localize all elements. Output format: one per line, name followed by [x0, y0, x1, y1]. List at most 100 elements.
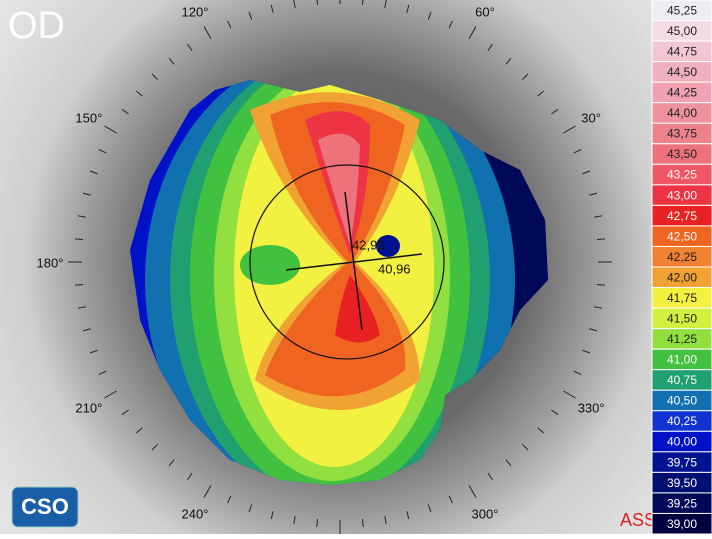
ring-tick	[89, 349, 98, 354]
ring-tick	[82, 328, 91, 332]
ring-tick	[203, 26, 212, 39]
ring-tick	[593, 306, 603, 309]
ring-tick	[316, 0, 319, 6]
ring-tick	[248, 504, 253, 513]
ring-tick	[522, 73, 529, 80]
logo-box	[11, 486, 79, 528]
ring-tick	[563, 125, 576, 134]
ring-tick	[270, 4, 274, 13]
flat-axis	[285, 253, 423, 271]
ring-tick	[384, 515, 387, 525]
scale-label: 40,00	[667, 435, 697, 449]
scale-label: 41,75	[667, 291, 697, 305]
scale-label: 39,25	[667, 496, 697, 510]
angle-label: 180°	[37, 255, 64, 270]
scale-label: 44,25	[667, 86, 697, 100]
ring-tick	[187, 473, 193, 481]
ring-tick	[563, 390, 576, 399]
scale-label: 39,50	[667, 476, 697, 490]
ring-tick	[551, 109, 559, 115]
angle-label: 30°	[581, 110, 601, 125]
ring-tick	[427, 11, 432, 20]
ring-tick	[406, 511, 410, 520]
ring-tick	[227, 20, 232, 29]
ring-tick	[77, 215, 87, 218]
scale-label: 41,25	[667, 332, 697, 346]
scale-label: 45,00	[667, 24, 697, 38]
scale-label: 45,25	[667, 3, 697, 17]
scale-label: 42,00	[667, 270, 697, 284]
ring-tick	[487, 473, 493, 481]
ring-tick	[293, 515, 296, 525]
scale-label: 43,75	[667, 127, 697, 141]
scale-label: 41,00	[667, 353, 697, 367]
mode-label: ASS	[620, 510, 656, 530]
steep-axis	[344, 191, 363, 331]
pupil-circle	[249, 164, 445, 360]
ring-tick	[551, 409, 559, 415]
ring-tick	[505, 459, 512, 467]
scale-label: 44,75	[667, 45, 697, 59]
ring-tick	[104, 390, 117, 399]
scale-label: 42,50	[667, 229, 697, 243]
scale-label: 44,50	[667, 65, 697, 79]
ring-tick	[582, 170, 591, 175]
ring-tick	[270, 511, 274, 520]
ring-tick	[448, 20, 453, 29]
angle-label: 120°	[182, 4, 209, 19]
ring-tick	[487, 43, 493, 51]
scale-label: 42,75	[667, 209, 697, 223]
ring-tick	[361, 0, 364, 6]
angle-label: 330°	[578, 400, 605, 415]
ring-tick	[582, 349, 591, 354]
flat-reading: 40,96	[378, 261, 411, 276]
ring-tick	[522, 444, 529, 451]
ring-tick	[596, 283, 606, 286]
ring-tick	[596, 238, 606, 241]
scale-label: 40,75	[667, 373, 697, 387]
ring-tick	[537, 427, 545, 434]
ring-tick	[589, 328, 598, 332]
ring-tick	[505, 57, 512, 65]
ring-tick	[77, 306, 87, 309]
steep-reading: 42,93	[352, 237, 385, 252]
scale-label: 44,00	[667, 106, 697, 120]
ring-tick	[74, 238, 84, 241]
logo: CSO	[21, 494, 69, 519]
ring-tick	[406, 4, 410, 13]
eye-label: OD	[8, 5, 65, 47]
scale-label: 43,25	[667, 168, 697, 182]
ring-tick	[121, 109, 129, 115]
ring-tick	[203, 485, 212, 498]
scale-label: 39,00	[667, 517, 697, 531]
angle-label: 210°	[75, 400, 102, 415]
ring-tick	[573, 370, 582, 375]
angle-ring: 120° 60° 150° 30° 180° 210° 330° 240° 300°	[37, 0, 612, 534]
ring-tick	[104, 125, 117, 134]
ring-tick	[573, 149, 582, 154]
ring-tick	[168, 57, 175, 65]
ring-tick	[427, 504, 432, 513]
ring-tick	[151, 444, 158, 451]
scale-label: 40,50	[667, 394, 697, 408]
ring-tick	[98, 370, 107, 375]
scale-label: 41,50	[667, 312, 697, 326]
ring-tick	[537, 90, 545, 97]
angle-label: 240°	[182, 507, 209, 522]
ring-tick	[187, 43, 193, 51]
ring-tick	[448, 495, 453, 504]
scale-label: 43,00	[667, 188, 697, 202]
ring-tick	[248, 11, 253, 20]
scale-label: 39,75	[667, 455, 697, 469]
ring-tick	[293, 0, 296, 9]
ring-tick	[589, 192, 598, 196]
scale-label: 42,25	[667, 250, 697, 264]
scale-label: 40,25	[667, 414, 697, 428]
ring-tick	[168, 459, 175, 467]
ring-tick	[361, 518, 364, 528]
ring-tick	[135, 427, 143, 434]
ring-tick	[74, 283, 84, 286]
ring-tick	[384, 0, 387, 9]
